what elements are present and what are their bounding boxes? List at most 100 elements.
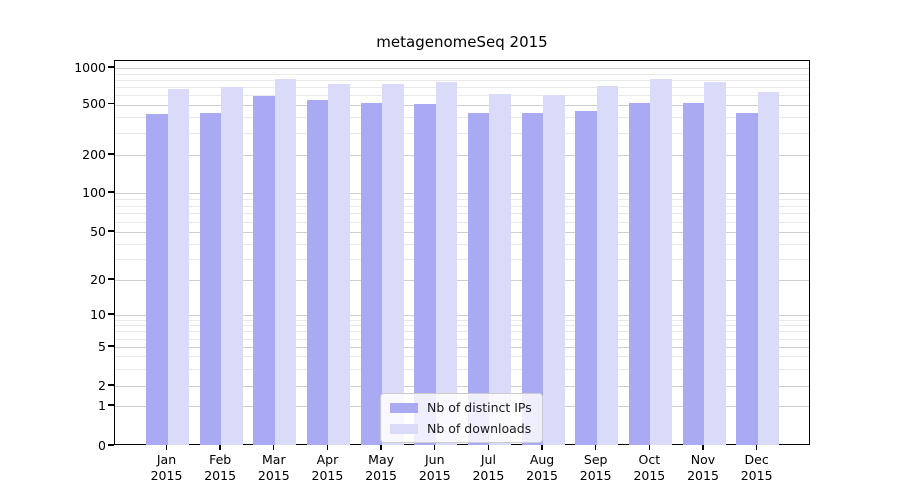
x-tick-mark — [487, 445, 490, 450]
y-tick-label: 0 — [98, 437, 106, 453]
gridline-minor — [115, 79, 809, 81]
x-tick-label: Sep 2015 — [579, 452, 612, 483]
bar-distinct-ips — [467, 113, 490, 445]
bar-distinct-ips — [360, 102, 383, 445]
gridline-minor — [115, 94, 809, 96]
legend-label-distinct-ips: Nb of distinct IPs — [427, 400, 532, 415]
bar-distinct-ips — [199, 113, 222, 445]
gridline-minor — [115, 319, 809, 321]
y-tick-mark — [108, 191, 114, 193]
gridline-minor — [115, 86, 809, 88]
y-tick-label: 200 — [82, 146, 106, 162]
legend-swatch-distinct-ips — [390, 402, 418, 413]
x-tick-mark — [380, 445, 382, 450]
legend: Nb of distinct IPs Nb of downloads — [380, 393, 543, 443]
gridline-major — [115, 104, 809, 106]
bar-distinct-ips — [628, 103, 651, 445]
y-tick-label: 1 — [98, 397, 106, 413]
x-tick-label: Mar 2015 — [257, 452, 290, 483]
x-tick-label: Jul 2015 — [472, 452, 505, 483]
gridline-minor — [115, 205, 809, 207]
plot-area: Nb of distinct IPs Nb of downloads — [114, 60, 810, 445]
gridline-major — [115, 68, 809, 69]
legend-item-distinct-ips: Nb of distinct IPs — [390, 399, 532, 416]
bar-downloads — [596, 86, 619, 445]
bar-distinct-ips — [682, 103, 704, 445]
x-tick-mark — [541, 445, 543, 450]
gridline-minor — [115, 368, 809, 370]
y-tick-mark — [108, 345, 114, 347]
bar-distinct-ips — [521, 112, 544, 445]
gridline-minor — [115, 73, 809, 75]
gridline-major — [115, 386, 809, 387]
x-tick-label: Dec 2015 — [740, 452, 773, 483]
bar-downloads — [757, 92, 780, 445]
bar-downloads — [543, 95, 565, 445]
y-tick-label: 20 — [90, 271, 106, 287]
bar-distinct-ips — [306, 100, 329, 445]
y-tick-label: 100 — [82, 184, 106, 200]
y-tick-label: 2 — [98, 377, 106, 393]
legend-label-downloads: Nb of downloads — [427, 421, 532, 436]
y-tick-mark — [108, 404, 114, 406]
bar-distinct-ips — [146, 113, 168, 445]
y-tick-mark — [108, 230, 114, 232]
y-tick-mark — [108, 384, 114, 386]
bar-downloads — [382, 83, 404, 445]
x-tick-mark — [326, 445, 329, 450]
y-tick-label: 500 — [82, 96, 106, 111]
bar-downloads — [435, 82, 458, 445]
x-tick-label: Jun 2015 — [418, 452, 451, 483]
x-tick-mark — [434, 445, 436, 450]
gridline-major — [115, 232, 809, 233]
gridline-minor — [115, 356, 809, 358]
gridline-minor — [115, 338, 809, 340]
x-tick-label: Jan 2015 — [150, 452, 183, 483]
x-tick-mark — [648, 445, 651, 450]
bar-downloads — [704, 81, 726, 445]
x-tick-label: Feb 2015 — [204, 452, 237, 483]
y-tick-label: 10 — [90, 306, 106, 322]
x-tick-label: Oct 2015 — [633, 452, 666, 483]
y-tick-mark — [108, 278, 114, 280]
gridline-minor — [115, 221, 809, 223]
gridline-major — [115, 315, 809, 316]
y-tick-mark — [108, 66, 114, 68]
gridline-minor — [115, 132, 809, 134]
bar-distinct-ips — [575, 110, 597, 445]
gridline-minor — [115, 243, 809, 245]
x-tick-mark — [595, 445, 597, 450]
x-tick-mark — [165, 445, 168, 450]
gridline-minor — [115, 198, 809, 200]
y-tick-mark — [108, 153, 114, 155]
x-tick-label: Aug 2015 — [526, 452, 558, 483]
x-tick-label: Apr 2015 — [311, 452, 344, 483]
bar-downloads — [167, 88, 189, 445]
x-tick-label: Nov 2015 — [687, 452, 719, 483]
x-tick-mark — [755, 445, 758, 450]
gridline-minor — [115, 325, 809, 327]
y-tick-label: 1000 — [74, 59, 106, 75]
bar-downloads — [274, 78, 297, 445]
y-tick-label: 50 — [90, 223, 106, 239]
bar-downloads — [489, 94, 511, 445]
bar-distinct-ips — [414, 103, 436, 445]
y-tick-mark — [108, 313, 114, 315]
legend-item-downloads: Nb of downloads — [390, 420, 532, 437]
bar-downloads — [328, 84, 350, 445]
bar-distinct-ips — [253, 96, 275, 445]
gridline-minor — [115, 116, 809, 118]
gridline-minor — [115, 258, 809, 260]
y-tick-mark — [108, 102, 114, 105]
bar-distinct-ips — [736, 112, 758, 445]
gridline-major — [115, 280, 809, 281]
y-tick-mark — [108, 444, 114, 446]
gridline-major — [115, 347, 809, 348]
legend-swatch-downloads — [390, 423, 418, 434]
x-tick-mark — [702, 445, 704, 450]
x-tick-label: May 2015 — [365, 452, 397, 483]
gridline-minor — [115, 213, 809, 215]
chart-title: metagenomeSeq 2015 — [376, 33, 548, 51]
x-tick-mark — [273, 445, 275, 450]
